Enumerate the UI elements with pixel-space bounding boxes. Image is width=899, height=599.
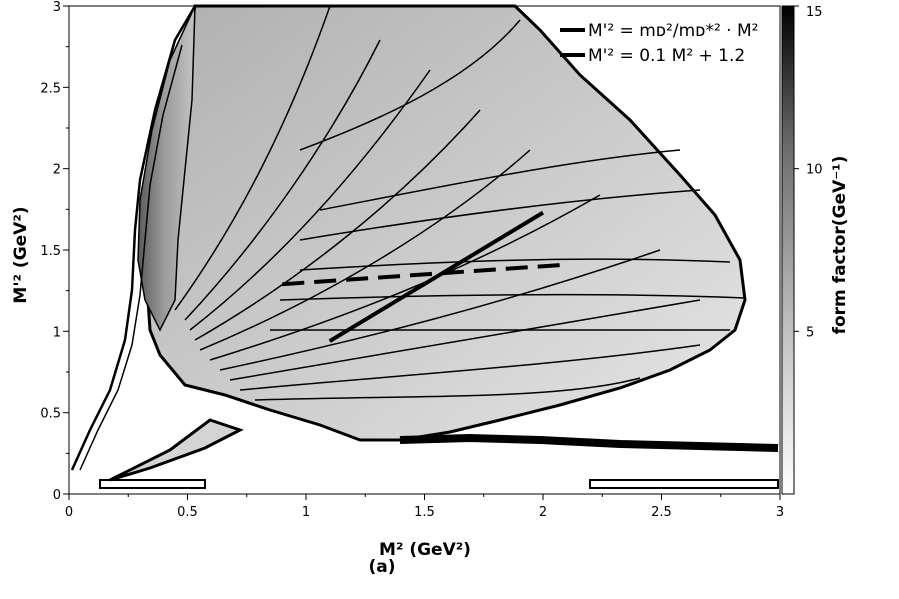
series-layer — [282, 210, 567, 343]
bottom-strip-right — [589, 479, 779, 489]
contour-lines — [174, 5, 746, 401]
contour-line — [279, 293, 746, 301]
y-tick-label: 3 — [53, 0, 61, 15]
y-tick-label: 2 — [53, 163, 61, 178]
colorbar-tick-label: 5 — [806, 325, 814, 340]
contour-line — [189, 69, 431, 331]
steep-tongue — [137, 5, 196, 332]
y-tick-label: 0.5 — [40, 407, 61, 422]
x-tick-label: 3 — [776, 505, 784, 520]
left-boundary-inner — [79, 44, 183, 471]
x-tick-label: 1.5 — [414, 505, 435, 520]
contour-line — [229, 299, 701, 381]
legend-label-1: M'² = mᴅ²/mᴅ*² · M² — [588, 21, 758, 41]
sublabel: (a) — [368, 557, 395, 577]
x-tick-label: 2.5 — [651, 505, 672, 520]
colorbar-gradient — [781, 5, 795, 495]
x-tick-label: 1 — [302, 505, 310, 520]
y-tick-label: 0 — [53, 488, 61, 503]
contour-line — [184, 39, 381, 321]
colorbar-tick-label: 10 — [806, 163, 823, 178]
colorbar-tick-label: 15 — [806, 5, 823, 20]
x-tick-label: 2 — [539, 505, 547, 520]
legend: M'² = mᴅ²/mᴅ*² · M² M'² = 0.1 M² + 1.2 — [560, 21, 758, 66]
legend-label-2: M'² = 0.1 M² + 1.2 — [588, 46, 745, 66]
contour-line — [299, 258, 731, 271]
contour-line — [299, 189, 701, 241]
y-tick-label: 1.5 — [40, 244, 61, 259]
x-axis-title: M² (GeV²) — [379, 540, 471, 560]
colorbar-ticks: 5 10 15 — [794, 5, 823, 340]
left-boundary — [70, 5, 197, 471]
colorbar: 5 10 15 form factor(GeV⁻¹) — [781, 5, 850, 495]
y-tick-label: 2.5 — [40, 81, 61, 96]
contour-line — [174, 5, 331, 311]
contour-line — [219, 249, 661, 371]
contour-line — [209, 194, 601, 361]
contour-line — [199, 149, 531, 351]
contour-line — [194, 109, 481, 341]
x-tick-label: 0 — [65, 505, 73, 520]
contour-line — [239, 344, 701, 391]
axes-layer: 0 0.5 1 1.5 2 2.5 3 0 0.5 1 1.5 2 2.5 3 — [40, 0, 784, 520]
series-line-2 — [282, 262, 567, 287]
contour-line — [299, 19, 521, 151]
x-tick-label: 0.5 — [177, 505, 198, 520]
y-axis-title: M'² (GeV²) — [11, 206, 31, 303]
contour-line — [254, 377, 641, 401]
series-line-1 — [328, 210, 545, 343]
colorbar-label: form factor(GeV⁻¹) — [830, 156, 850, 335]
bottom-strip — [99, 479, 206, 489]
lower-band-right — [399, 433, 779, 452]
y-tick-label: 1 — [53, 325, 61, 340]
lower-triangle — [109, 418, 244, 482]
contour-line — [319, 149, 681, 211]
